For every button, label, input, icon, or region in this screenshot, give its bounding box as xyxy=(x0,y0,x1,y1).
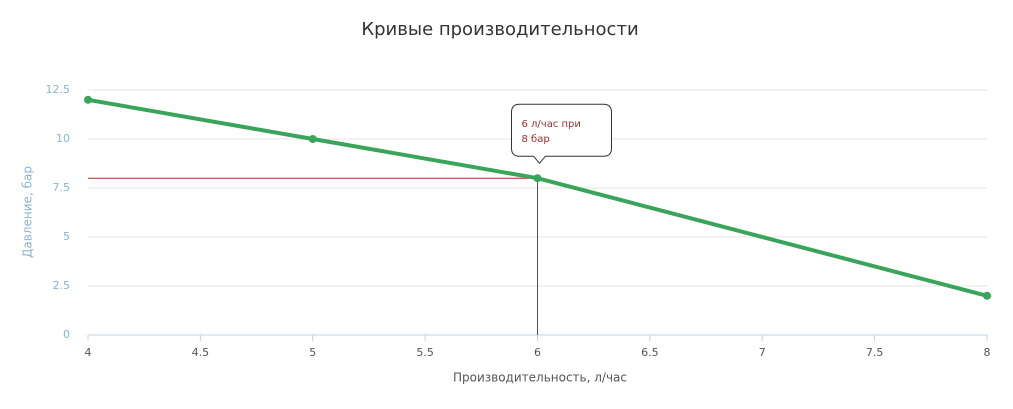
point xyxy=(533,174,542,183)
y-tick-label: 5 xyxy=(63,230,70,243)
line xyxy=(87,97,988,298)
tooltip-box xyxy=(511,103,612,164)
point xyxy=(983,291,991,300)
y-tick-label: 2.5 xyxy=(53,279,71,292)
point xyxy=(84,95,92,104)
x-axis-label: Производительность, л/час xyxy=(453,371,627,385)
chart-title: Кривые производительности xyxy=(361,19,638,40)
tooltip-text: 8 бар xyxy=(522,134,550,145)
y-tick-label: 7.5 xyxy=(53,181,71,194)
y-tick-label: 12.5 xyxy=(46,83,71,96)
point xyxy=(308,135,317,143)
x-tick-label: 5 xyxy=(309,346,316,359)
tooltip-text: 6 л/час при xyxy=(522,119,581,130)
x-tick-label: 8 xyxy=(984,346,991,359)
y-tick-label: 0 xyxy=(63,328,70,341)
x-tick-label: 7.5 xyxy=(866,346,884,359)
x-tick-label: 6 xyxy=(534,346,541,359)
x-tick-label: 6.5 xyxy=(641,346,659,359)
y-tick-label: 10 xyxy=(56,132,70,145)
y-axis-label: Давление, бар xyxy=(21,166,35,258)
x-tick-label: 7 xyxy=(759,346,766,359)
x-tick-label: 4 xyxy=(85,346,92,359)
x-tick-label: 4.5 xyxy=(192,346,210,359)
x-tick-label: 5.5 xyxy=(416,346,434,359)
